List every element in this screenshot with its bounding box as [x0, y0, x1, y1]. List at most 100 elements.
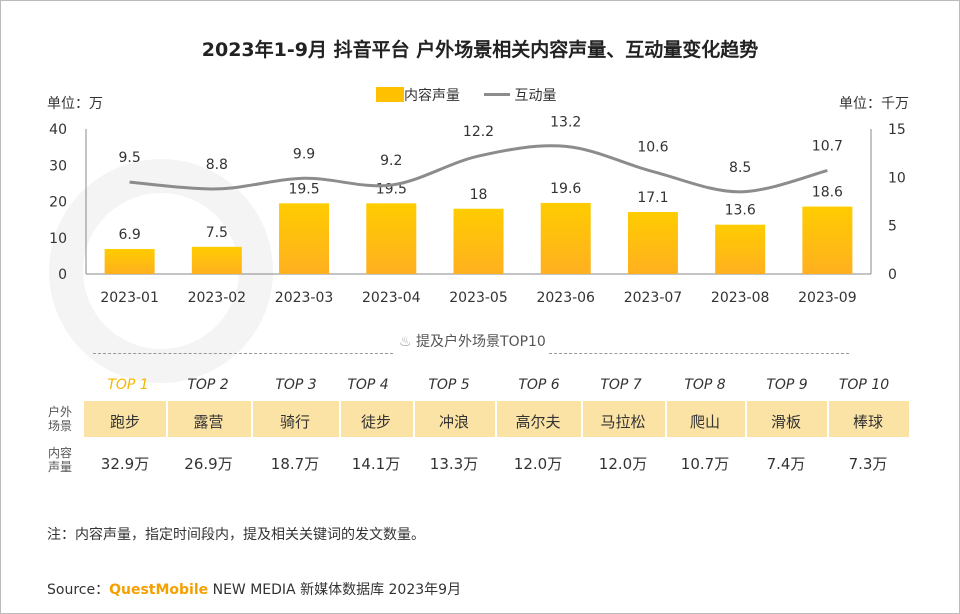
left-tick-label: 10 [49, 231, 67, 247]
volume-cell: 10.7万 [680, 455, 730, 473]
rank-label: TOP 10 [838, 377, 890, 393]
volume-cell: 12.0万 [513, 455, 563, 473]
rank-label: TOP 4 [347, 377, 389, 393]
volume-cell: 7.3万 [848, 455, 888, 473]
top10-heading-text: 提及户外场景TOP10 [416, 334, 546, 350]
volume-cell: 26.9万 [184, 455, 233, 473]
top10-heading: ♨ 提及户外场景TOP10 [399, 331, 546, 351]
cell-separator [251, 401, 253, 437]
scene-cell: 骑行 [279, 413, 310, 431]
bar-2023-02 [191, 246, 242, 274]
line-value-label: 12.2 [463, 124, 494, 140]
rank-label: TOP 8 [684, 377, 726, 393]
bar-2023-01 [104, 248, 155, 274]
bar-2023-05 [453, 208, 504, 274]
chart-title: 2023年1-9月 抖音平台 户外场景相关内容声量、互动量变化趋势 [201, 39, 759, 61]
line-value-label: 9.2 [380, 153, 402, 169]
x-tick-label: 2023-03 [275, 290, 334, 306]
legend-bar-label: 内容声量 [404, 88, 460, 104]
scene-cell: 徒步 [360, 413, 391, 431]
cell-separator [339, 401, 341, 437]
legend-line-swatch [484, 93, 510, 96]
scene-cell: 滑板 [770, 413, 801, 431]
watermark-ring [49, 159, 273, 383]
x-tick-label: 2023-04 [362, 290, 421, 306]
bar-value-label: 18 [470, 187, 488, 203]
scene-cell: 跑步 [109, 413, 140, 431]
divider-left [93, 353, 393, 354]
scene-cell: 爬山 [689, 413, 720, 431]
scene-cell: 棒球 [852, 413, 883, 431]
left-tick-label: 30 [49, 158, 67, 174]
scene-cell: 露营 [193, 413, 224, 431]
volume-row-label: 内容声量 [47, 446, 72, 474]
legend-line: 互动量 [484, 85, 556, 105]
left-tick-label: 20 [49, 195, 67, 211]
rank-label: TOP 1 [107, 377, 149, 393]
source-line: Source：QuestMobile NEW MEDIA 新媒体数据库 2023… [47, 579, 461, 599]
campfire-icon: ♨ [399, 334, 412, 350]
rank-label: TOP 9 [766, 377, 808, 393]
scene-row-label: 户外场景 [47, 405, 72, 433]
bar-value-label: 17.1 [637, 190, 668, 206]
scene-cell: 冲浪 [438, 413, 469, 431]
bar-2023-08 [715, 224, 766, 274]
left-tick-label: 0 [58, 267, 67, 283]
volume-cell: 14.1万 [351, 455, 401, 473]
x-tick-label: 2023-09 [798, 290, 857, 306]
volume-cell: 18.7万 [270, 455, 320, 473]
right-tick-label: 0 [888, 267, 897, 283]
bar-2023-04 [366, 203, 417, 274]
cell-separator [413, 401, 415, 437]
x-tick-label: 2023-01 [100, 290, 159, 306]
line-value-label: 9.5 [118, 150, 140, 166]
source-rest: NEW MEDIA 新媒体数据库 2023年9月 [208, 582, 462, 598]
line-value-label: 10.7 [812, 139, 843, 155]
bar-value-label: 6.9 [118, 227, 140, 243]
cell-separator [495, 401, 497, 437]
cell-separator [665, 401, 667, 437]
legend-bar-swatch [376, 87, 404, 102]
volume-cell: 32.9万 [100, 455, 150, 473]
x-tick-label: 2023-08 [711, 290, 770, 306]
bar-value-label: 18.6 [812, 185, 843, 201]
scene-cell: 马拉松 [600, 413, 646, 431]
bar-2023-06 [540, 202, 591, 274]
rank-label: TOP 2 [187, 377, 229, 393]
rank-label: TOP 7 [600, 377, 642, 393]
x-tick-label: 2023-02 [188, 290, 247, 306]
scene-cell: 高尔夫 [515, 413, 561, 431]
bar-value-label: 19.5 [288, 181, 319, 197]
bar-2023-07 [627, 212, 678, 274]
cell-separator [745, 401, 747, 437]
right-axis-unit: 单位：千万 [839, 96, 909, 112]
bar-value-label: 19.6 [550, 181, 581, 197]
left-axis-unit: 单位：万 [47, 96, 103, 112]
line-value-label: 10.6 [637, 140, 668, 156]
right-tick-label: 10 [888, 170, 906, 186]
line-value-label: 8.5 [729, 160, 751, 176]
cell-separator [581, 401, 583, 437]
watermark-logo [49, 159, 273, 383]
source-prefix: Source： [47, 582, 110, 598]
rank-label: TOP 5 [428, 377, 470, 393]
rank-label: TOP 3 [275, 377, 317, 393]
source-brand: QuestMobile [109, 582, 209, 598]
line-value-label: 8.8 [206, 157, 228, 173]
bar-2023-09 [802, 206, 853, 274]
line-value-label: 9.9 [293, 146, 315, 162]
divider-right [549, 353, 849, 354]
volume-cell: 13.3万 [429, 455, 479, 473]
legend-bar: 内容声量 [376, 85, 460, 105]
cell-separator [827, 401, 829, 437]
bar-value-label: 13.6 [725, 203, 756, 219]
volume-cell: 7.4万 [766, 455, 806, 473]
x-tick-label: 2023-05 [449, 290, 508, 306]
line-value-label: 13.2 [550, 114, 581, 130]
bar-2023-03 [279, 203, 330, 274]
left-tick-label: 40 [49, 122, 67, 138]
cell-separator [166, 401, 168, 437]
rank-label: TOP 6 [518, 377, 560, 393]
